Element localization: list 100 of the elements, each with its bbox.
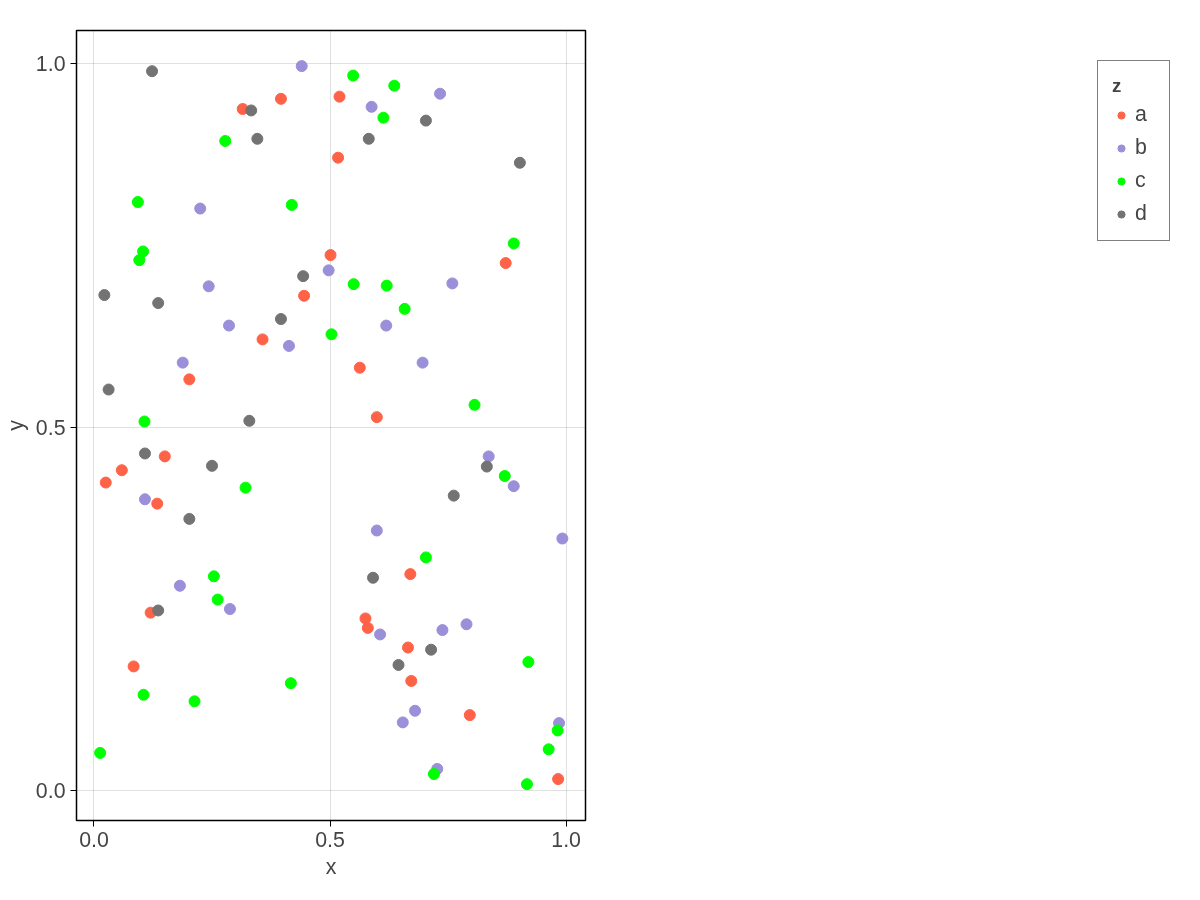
point [137,688,150,701]
point [556,532,569,545]
point [298,289,311,302]
point [152,604,165,617]
point [425,643,438,656]
point [332,151,345,164]
point [131,196,144,209]
point [202,280,215,293]
point [460,618,473,631]
point [367,571,380,584]
point [434,87,447,100]
point [223,603,236,615]
point [207,570,220,583]
point [520,778,533,791]
point [388,79,401,92]
point [188,695,201,708]
point [513,156,526,169]
x-tick-label: 0.0 [79,827,109,852]
point [282,339,295,352]
point [173,579,186,592]
point [498,470,511,482]
x-axis-title: x [325,854,337,879]
point [206,459,219,472]
point [436,624,449,637]
point [374,628,387,641]
point [183,512,196,525]
point [463,709,476,722]
point [447,489,460,502]
point [398,302,411,315]
point [211,593,224,606]
point [251,132,264,145]
point [522,656,535,669]
point [137,245,150,258]
y-axis-title: y [3,419,28,431]
point [482,450,495,463]
point [274,313,287,326]
point [353,361,366,374]
point [347,278,360,291]
point [94,746,107,759]
point [480,460,493,473]
point [359,612,372,625]
point [499,257,512,270]
point [245,104,258,117]
point [404,568,417,581]
point [405,674,418,687]
point [194,202,207,215]
y-tick-label: 0.0 [35,779,66,804]
point [324,249,337,262]
point [284,677,297,690]
point [507,480,520,493]
point [322,264,335,277]
point [370,411,383,424]
point [115,464,128,477]
point [380,319,393,332]
point [409,704,422,717]
point [133,254,146,267]
point [419,551,432,564]
point [365,100,378,113]
legend-label: b [1135,135,1148,160]
point [392,658,405,671]
point [138,415,151,428]
point [219,134,232,147]
point [370,524,383,537]
point [158,450,171,463]
point [239,481,252,494]
point [99,476,112,489]
point [223,319,236,332]
point [151,497,164,510]
point [427,768,440,780]
point [361,621,374,634]
legend-label: a [1135,102,1148,127]
point [295,60,308,73]
y-tick-label: 1.0 [35,52,66,77]
point [146,65,159,78]
point [347,69,360,82]
point [274,92,287,105]
point [98,289,111,302]
point [256,333,269,346]
point [138,447,151,460]
x-tick-label: 0.5 [315,827,345,852]
y-tick-label: 0.5 [35,415,66,440]
x-tick-label: 1.0 [551,827,582,852]
point [542,743,555,756]
point [152,297,165,310]
point [333,90,346,103]
point [446,277,459,290]
point [416,356,429,369]
point [362,132,375,145]
point [285,198,298,211]
point [127,660,140,673]
point [138,493,151,506]
point [468,398,481,411]
point [419,114,432,127]
point [297,270,310,283]
point [176,356,189,369]
point [243,414,256,427]
point [377,111,390,124]
point [380,279,393,292]
legend-label: c [1135,168,1147,193]
legend-label: d [1135,201,1148,226]
